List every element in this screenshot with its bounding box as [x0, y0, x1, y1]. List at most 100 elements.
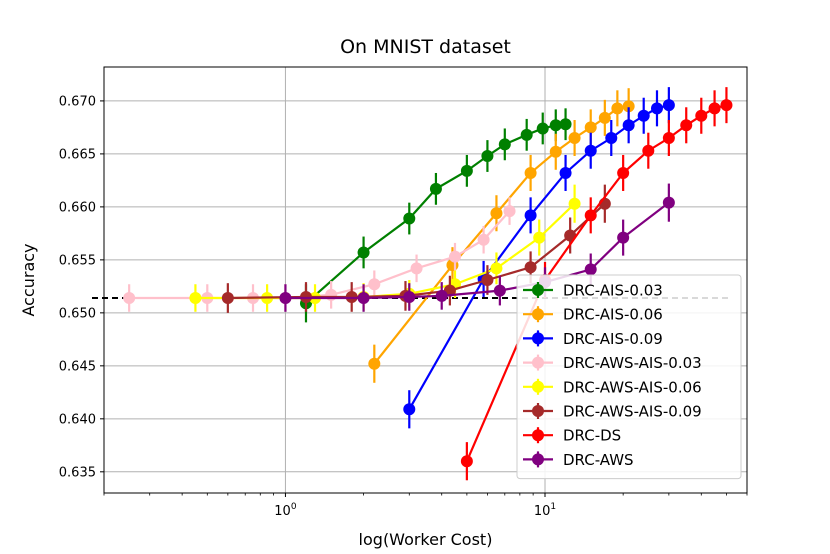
legend-marker	[532, 284, 544, 296]
data-point	[637, 109, 650, 122]
legend-marker	[532, 453, 544, 466]
data-point	[460, 164, 473, 177]
legend-marker	[532, 380, 544, 393]
data-point	[584, 144, 597, 157]
legend-item: DRC-DS	[523, 427, 621, 445]
y-tick-label: 0.670	[59, 94, 96, 109]
y-tick-label: 0.665	[59, 147, 96, 162]
data-point	[410, 262, 423, 275]
data-point	[680, 119, 693, 132]
data-point	[536, 122, 549, 135]
data-point	[481, 274, 494, 286]
legend-label: DRC-AWS	[563, 451, 634, 469]
data-point	[524, 261, 537, 274]
data-point	[490, 207, 503, 220]
data-point	[490, 262, 503, 275]
data-point	[429, 182, 442, 195]
legend-box	[516, 274, 742, 480]
legend-item: DRC-AWS-AIS-0.09	[523, 403, 702, 421]
legend-marker	[532, 308, 544, 321]
data-point	[559, 118, 572, 131]
legend-label: DRC-AIS-0.09	[563, 330, 663, 348]
data-point	[662, 99, 675, 112]
legend-label: DRC-AWS-AIS-0.06	[563, 378, 702, 396]
data-point	[435, 289, 448, 302]
data-point	[221, 292, 234, 305]
data-point	[503, 205, 516, 218]
legend-label: DRC-AIS-0.03	[563, 282, 663, 300]
x-tick-exponent: 1	[550, 502, 556, 512]
data-point	[598, 111, 611, 124]
data-point	[524, 166, 537, 179]
data-point	[460, 455, 473, 468]
data-point	[568, 132, 581, 144]
legend-item: DRC-AWS-AIS-0.03	[523, 354, 702, 372]
data-point	[611, 102, 624, 115]
series-line	[408, 104, 670, 410]
data-point	[368, 357, 381, 370]
data-point	[403, 403, 416, 416]
data-point	[524, 209, 537, 222]
data-point	[568, 197, 581, 210]
x-axis-label: log(Worker Cost)	[359, 530, 493, 549]
data-point	[481, 150, 494, 163]
data-point	[584, 121, 597, 134]
data-point	[493, 284, 506, 297]
data-point	[520, 128, 533, 141]
x-tick-label: 101	[534, 502, 556, 519]
data-point	[584, 263, 597, 276]
data-point	[357, 246, 370, 259]
data-point	[695, 109, 708, 122]
legend-label: DRC-DS	[563, 427, 621, 445]
y-tick-label: 0.635	[59, 465, 96, 480]
data-point	[498, 138, 511, 151]
data-point	[279, 292, 292, 305]
data-point	[708, 102, 721, 115]
legend: DRC-AIS-0.03 DRC-AIS-0.06 DRC-AIS-0.09 DRC-…	[516, 274, 742, 480]
x-tick-base: 10	[274, 504, 291, 519]
data-point	[650, 102, 663, 115]
data-point	[549, 119, 562, 132]
legend-marker	[532, 429, 544, 442]
data-point	[720, 99, 733, 112]
data-point	[189, 292, 202, 305]
data-point	[448, 250, 461, 263]
data-point	[368, 278, 381, 291]
x-tick-exponent: 0	[291, 502, 297, 512]
legend-item: DRC-AWS-AIS-0.06	[523, 378, 702, 396]
legend-marker	[532, 405, 544, 417]
series-line	[465, 104, 727, 462]
legend-label: DRC-AWS-AIS-0.09	[563, 403, 702, 421]
x-tick-base: 10	[534, 504, 551, 519]
data-point	[617, 231, 630, 244]
y-tick-label: 0.655	[59, 253, 96, 268]
data-point	[549, 145, 562, 158]
data-point	[403, 290, 416, 303]
y-axis-label: Accuracy	[19, 243, 38, 316]
data-point	[605, 132, 618, 144]
plot-frame	[103, 66, 748, 494]
data-point	[622, 100, 635, 113]
chart-title: On MNIST dataset	[340, 36, 511, 58]
data-point	[662, 196, 675, 209]
y-tick-label: 0.645	[59, 359, 96, 374]
legend-marker	[532, 356, 544, 369]
data-point	[533, 231, 546, 244]
data-point	[559, 166, 572, 179]
data-point	[584, 209, 597, 222]
legend-item: DRC-AIS-0.03	[523, 282, 663, 300]
data-point	[477, 233, 490, 246]
data-point	[123, 292, 136, 305]
series-line	[373, 105, 629, 365]
legend-item: DRC-AIS-0.09	[523, 330, 663, 348]
data-point	[403, 212, 416, 225]
y-tick-label: 0.660	[59, 200, 96, 215]
legend-item: DRC-AIS-0.06	[523, 306, 663, 324]
data-point	[622, 119, 635, 132]
series-layer	[123, 87, 733, 481]
x-tick-label: 100	[274, 502, 297, 519]
axis-ticks: 0.635 0.640 0.645 0.650 0.655 0.660 0.665 0.670…	[59, 94, 748, 519]
series-drc-ais-0.09	[403, 87, 675, 429]
data-point	[357, 292, 370, 305]
